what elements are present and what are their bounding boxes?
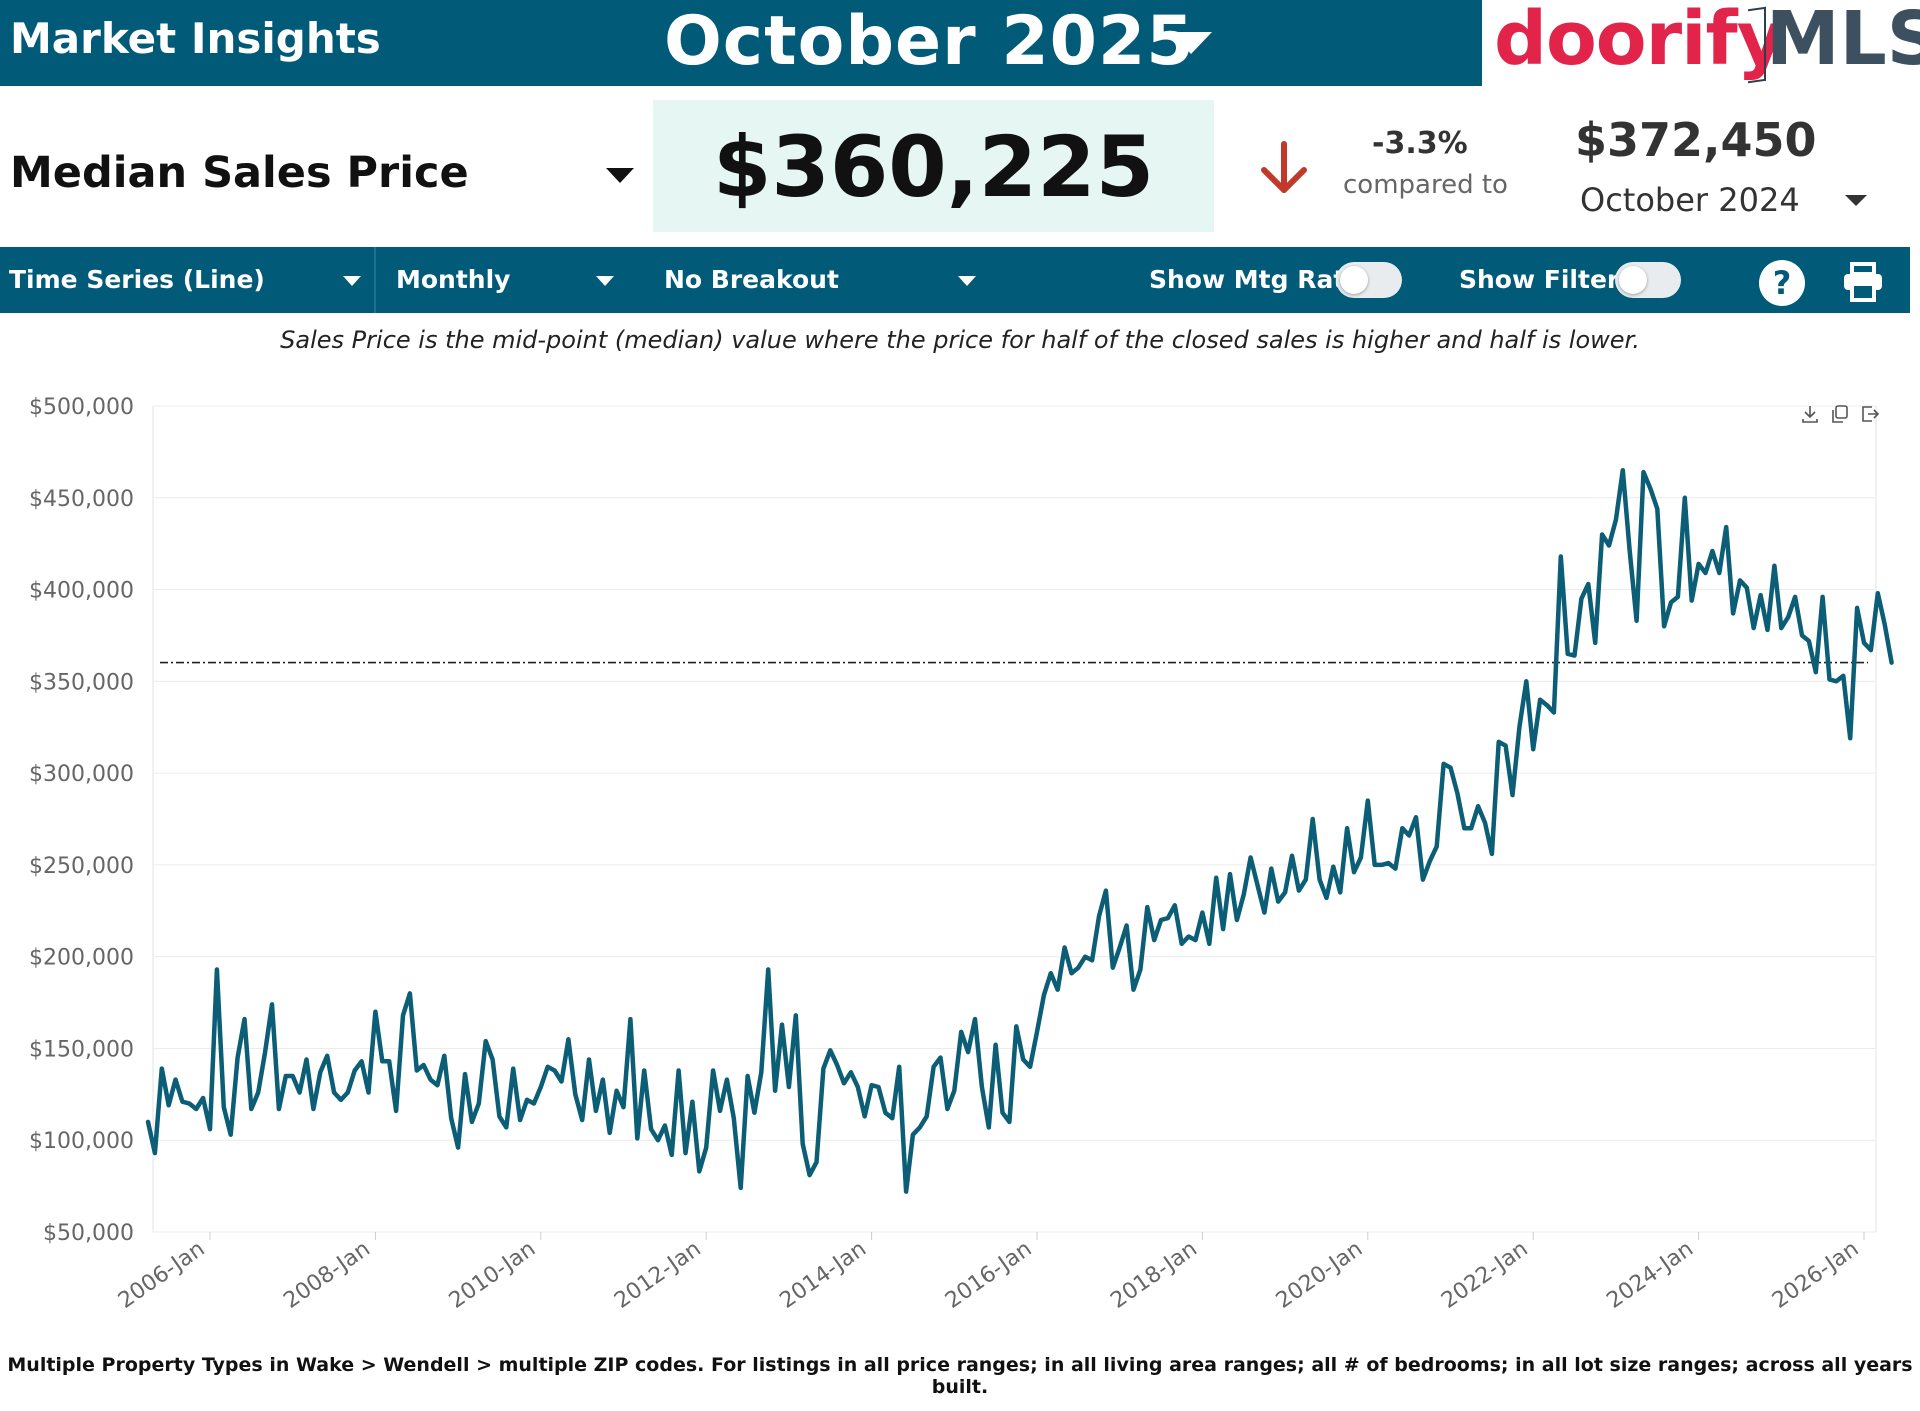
period-dropdown-caret-icon[interactable] bbox=[1170, 32, 1212, 54]
metric-selector[interactable]: Median Sales Price bbox=[10, 148, 469, 198]
y-tick-label: $250,000 bbox=[29, 854, 134, 879]
x-tick-label: 2018-Jan bbox=[1106, 1236, 1201, 1313]
median-price-line-chart: $50,000 $100,000 $150,000 $200,000 $250,000 $… bbox=[29, 395, 1894, 1314]
logo-door-icon bbox=[1748, 6, 1766, 84]
chart-toolbar: Time Series (Line) Monthly No Breakout S… bbox=[0, 247, 1910, 313]
x-tick-label: 2006-Jan bbox=[114, 1236, 209, 1313]
x-axis: 2006-Jan 2008-Jan 2010-Jan 2012-Jan 2014-Jan… bbox=[114, 1232, 1865, 1314]
chart-type-select[interactable]: Time Series (Line) bbox=[9, 265, 265, 294]
x-tick-label: 2012-Jan bbox=[610, 1236, 705, 1313]
x-tick-label: 2020-Jan bbox=[1272, 1236, 1367, 1313]
x-tick-label: 2022-Jan bbox=[1437, 1236, 1532, 1313]
x-tick-label: 2024-Jan bbox=[1603, 1236, 1698, 1313]
metric-description: Sales Price is the mid-point (median) va… bbox=[280, 326, 1640, 354]
y-tick-label: $400,000 bbox=[29, 579, 134, 604]
comparison-dropdown-caret-icon[interactable] bbox=[1845, 195, 1867, 206]
mtg-rate-label: Show Mtg Rate: bbox=[1149, 265, 1373, 294]
y-tick-label: $450,000 bbox=[29, 487, 134, 512]
y-tick-label: $350,000 bbox=[29, 670, 134, 695]
filters-label: Show Filters: bbox=[1459, 265, 1645, 294]
toggle-knob bbox=[1340, 266, 1368, 294]
y-tick-label: $300,000 bbox=[29, 762, 134, 787]
y-axis: $50,000 $100,000 $150,000 $200,000 $250,000 $… bbox=[29, 395, 134, 1246]
x-tick-label: 2016-Jan bbox=[941, 1236, 1036, 1313]
breakout-select[interactable]: No Breakout bbox=[664, 265, 839, 294]
y-tick-label: $50,000 bbox=[43, 1221, 134, 1246]
filters-toggle[interactable] bbox=[1615, 262, 1681, 298]
plot-area bbox=[145, 467, 1894, 1194]
comparison-period-selector[interactable]: October 2024 bbox=[1580, 181, 1800, 219]
chart-grid bbox=[152, 405, 1877, 1233]
compared-to-label: compared to bbox=[1343, 170, 1508, 200]
previous-value: $372,450 bbox=[1575, 113, 1817, 167]
change-percent: -3.3% bbox=[1372, 126, 1468, 161]
y-tick-label: $500,000 bbox=[29, 395, 134, 420]
metric-dropdown-caret-icon[interactable] bbox=[606, 168, 634, 183]
filter-summary-footnote: Multiple Property Types in Wake > Wendel… bbox=[7, 1354, 1913, 1398]
y-tick-label: $100,000 bbox=[29, 1129, 134, 1154]
toolbar-divider bbox=[374, 247, 376, 313]
mtg-rate-toggle[interactable] bbox=[1336, 262, 1402, 298]
down-arrow-icon bbox=[1261, 141, 1307, 193]
interval-caret-icon[interactable] bbox=[596, 276, 614, 286]
x-tick-label: 2008-Jan bbox=[279, 1236, 374, 1313]
x-tick-label: 2014-Jan bbox=[776, 1236, 871, 1313]
chart-type-caret-icon[interactable] bbox=[343, 276, 361, 286]
x-tick-label: 2026-Jan bbox=[1768, 1236, 1863, 1313]
logo-suffix: MLS bbox=[1766, 0, 1920, 82]
top-header: Market Insights October 2025 bbox=[0, 0, 1482, 86]
download-icon[interactable] bbox=[1800, 404, 1820, 424]
logo-brand: doorify bbox=[1494, 0, 1785, 82]
y-tick-label: $200,000 bbox=[29, 946, 134, 971]
period-selector[interactable]: October 2025 bbox=[664, 2, 1195, 81]
app-title: Market Insights bbox=[10, 14, 381, 63]
breakout-caret-icon[interactable] bbox=[958, 276, 976, 286]
x-tick-label: 2010-Jan bbox=[445, 1236, 540, 1313]
printer-icon[interactable] bbox=[1842, 262, 1884, 302]
y-tick-label: $150,000 bbox=[29, 1037, 134, 1062]
median-price-series-line bbox=[145, 467, 1894, 1194]
current-value: $360,225 bbox=[712, 118, 1155, 216]
export-icon[interactable] bbox=[1860, 404, 1880, 424]
doorify-mls-logo: doorify MLS bbox=[1490, 0, 1920, 86]
help-icon[interactable]: ? bbox=[1759, 260, 1805, 306]
toggle-knob bbox=[1619, 266, 1647, 294]
copy-icon[interactable] bbox=[1830, 404, 1850, 424]
current-value-box: $360,225 bbox=[653, 100, 1214, 232]
interval-select[interactable]: Monthly bbox=[396, 265, 511, 294]
